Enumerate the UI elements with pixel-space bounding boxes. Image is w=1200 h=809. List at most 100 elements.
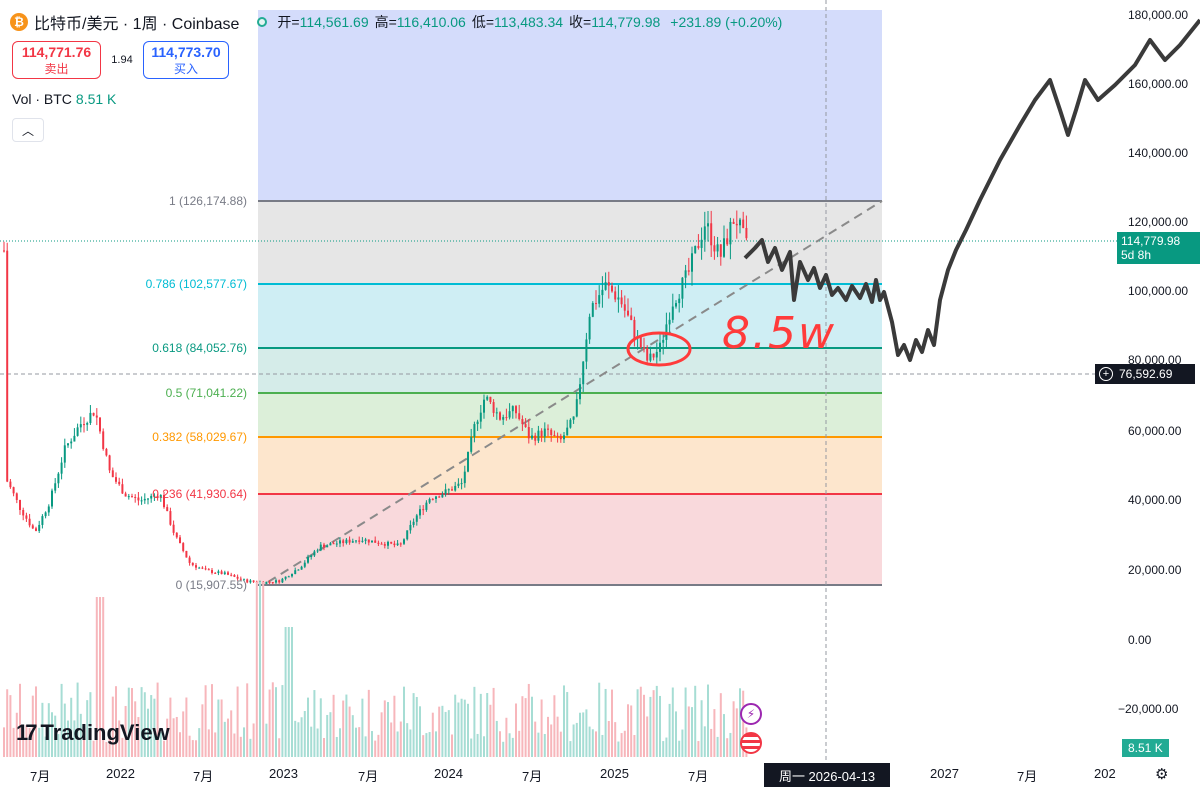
volume-bar — [364, 736, 367, 757]
volume-bar — [127, 687, 130, 757]
crosshair-price-tag[interactable]: + 76,592.69 — [1095, 364, 1195, 384]
time-tick: 2025 — [600, 766, 629, 781]
candle-body — [214, 572, 217, 574]
volume-bar — [703, 726, 706, 757]
volume-bar — [383, 700, 386, 757]
volume-bar — [262, 582, 265, 757]
candle-body — [204, 568, 207, 570]
volume-bar — [415, 696, 418, 757]
fib-band-0786-0618 — [258, 284, 882, 348]
candle-body — [591, 303, 594, 317]
candle-body — [422, 509, 425, 511]
volume-bar — [252, 723, 255, 757]
buy-button[interactable]: 114,773.70 买入 — [143, 41, 229, 79]
candle-body — [703, 226, 706, 240]
candle-body — [723, 238, 725, 257]
candle-body — [28, 518, 31, 526]
fib-label-0382: 0.382 (58,029.67) — [152, 430, 247, 444]
volume-bar — [25, 725, 28, 757]
volume-bar — [412, 693, 415, 757]
fib-band-05-0382 — [258, 393, 882, 437]
volume-bar — [19, 683, 21, 757]
gear-icon[interactable]: ⚙ — [1155, 766, 1169, 783]
candle-body — [473, 424, 476, 437]
fib-label-05: 0.5 (71,041.22) — [165, 386, 247, 400]
candle-body — [86, 422, 89, 425]
volume-bar — [716, 736, 719, 757]
volume-bar — [534, 721, 537, 757]
candle-body — [380, 543, 383, 545]
annotation-text[interactable]: 8.5w — [722, 308, 836, 359]
drawn-projection-path[interactable] — [743, 18, 1200, 362]
candle-body — [179, 537, 181, 544]
symbol-header: ₿ 比特币/美元 · 1周 · Coinbase 开=114,561.69 高=… — [10, 10, 782, 34]
candlestick-series — [3, 210, 748, 585]
volume-bar — [102, 597, 105, 757]
candle-body — [54, 483, 57, 491]
volume-bar — [249, 738, 252, 757]
candle-body — [79, 424, 82, 428]
volume-bar — [406, 723, 409, 757]
plus-icon[interactable]: + — [1099, 367, 1113, 381]
volume-bar — [15, 712, 18, 757]
circle-annotation[interactable] — [626, 331, 692, 367]
candle-body — [393, 543, 396, 546]
market-status-icon[interactable] — [257, 17, 268, 27]
sell-button[interactable]: 114,771.76 卖出 — [12, 41, 101, 79]
volume-bar — [713, 709, 716, 757]
volume-bar — [259, 582, 261, 757]
time-tick: 7月 — [688, 769, 709, 784]
volume-bar — [390, 722, 393, 757]
candle-body — [569, 419, 572, 428]
candle-body — [684, 270, 687, 278]
symbol-title[interactable]: 比特币/美元 · 1周 · Coinbase — [34, 16, 240, 33]
candle-body — [508, 411, 511, 418]
volume-bar — [441, 705, 444, 757]
volume-bar — [243, 727, 245, 757]
candle-body — [143, 498, 146, 501]
volume-bar — [51, 712, 53, 757]
volume-bar — [489, 704, 492, 757]
volume-bar — [284, 627, 287, 757]
candle-body — [131, 496, 133, 498]
us-flag-icon[interactable] — [740, 732, 762, 754]
volume-bar — [111, 696, 114, 757]
candle-body — [121, 484, 124, 494]
volume-bar — [361, 698, 364, 757]
candle-body — [166, 507, 169, 512]
volume-bar — [169, 697, 172, 757]
collapse-legend-button[interactable]: ︿ — [12, 118, 44, 142]
candle-body — [537, 430, 540, 441]
candle-body — [316, 550, 319, 552]
volume-bar — [307, 697, 309, 757]
candle-body — [345, 539, 348, 544]
low-label: 低 — [471, 14, 486, 30]
volume-bar — [438, 706, 441, 757]
candle-body — [719, 244, 722, 257]
candle-body — [342, 540, 345, 544]
candle-body — [383, 544, 386, 546]
candle-body — [659, 342, 661, 352]
ohlc-values: 开=114,561.69 高=116,410.06 低=113,483.34 收… — [277, 14, 661, 30]
open-value: 114,561.69 — [299, 14, 369, 30]
candle-body — [387, 541, 389, 546]
candle-body — [355, 540, 357, 542]
tradingview-logo[interactable]: 17 TradingView — [16, 720, 170, 746]
volume-bar — [582, 712, 585, 757]
volume-bar — [460, 698, 463, 757]
candle-body — [671, 306, 674, 320]
volume-bar — [540, 699, 543, 757]
close-label: 收 — [569, 14, 584, 30]
candle-body — [41, 516, 44, 525]
tradingview-mark-icon: 17 — [16, 720, 38, 745]
candle-body — [588, 316, 591, 340]
volume-legend[interactable]: Vol · BTC 8.51 K — [12, 91, 116, 107]
price-tick: −20,000.00 — [1118, 702, 1179, 716]
volume-bar — [668, 703, 671, 757]
candle-body — [435, 496, 437, 499]
volume-bar — [655, 685, 658, 757]
lightning-icon[interactable]: ⚡ — [740, 703, 762, 725]
candle-body — [451, 489, 453, 491]
